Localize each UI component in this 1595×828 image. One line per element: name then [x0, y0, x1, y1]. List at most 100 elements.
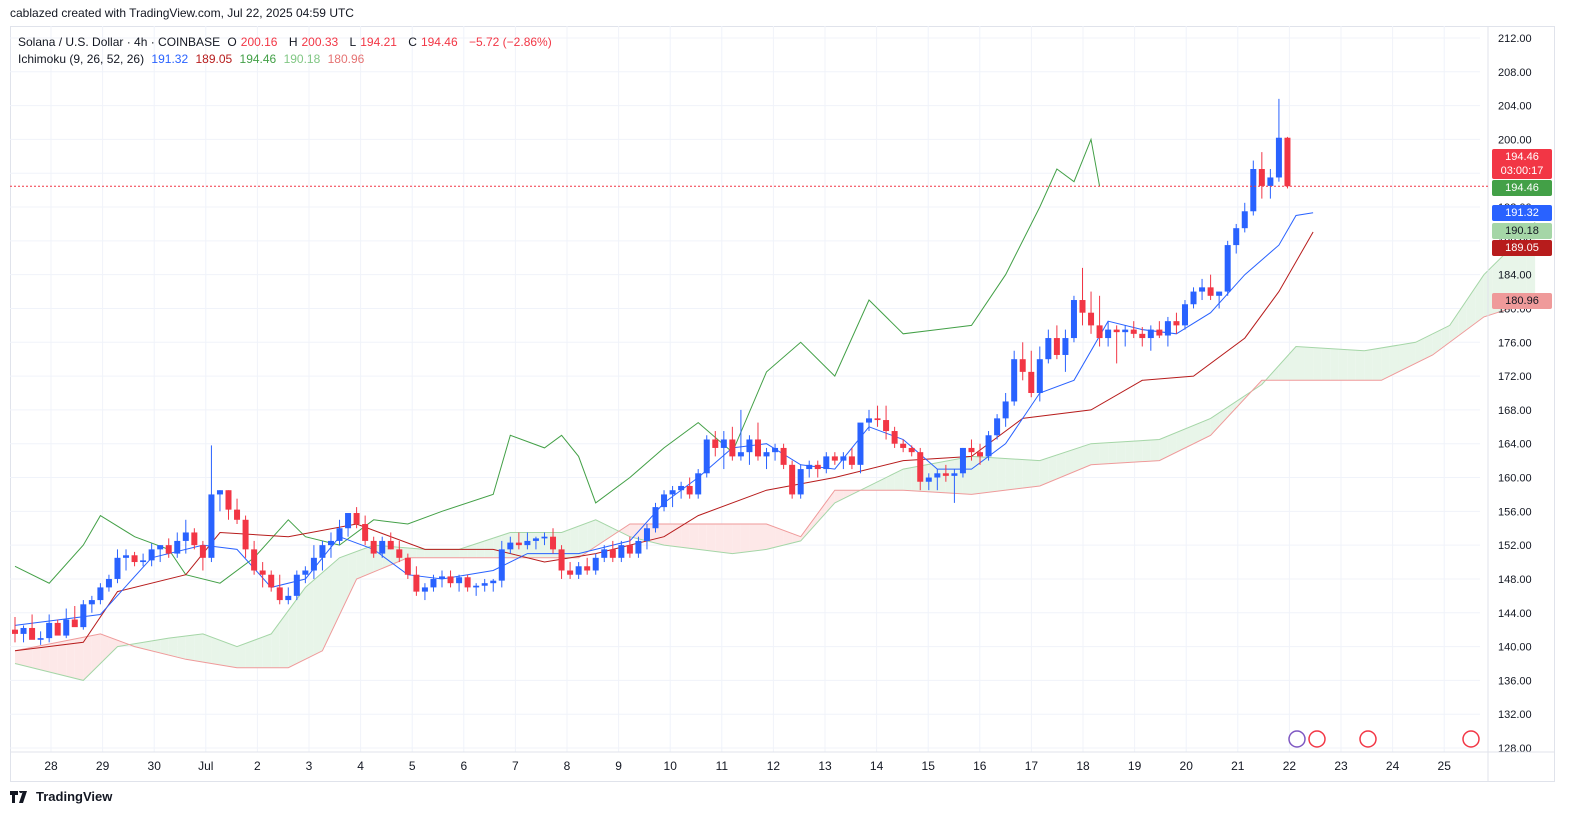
candle-body — [524, 540, 531, 546]
cloud-segment — [40, 644, 50, 672]
cloud-segment — [424, 549, 434, 558]
candle-body — [1139, 333, 1146, 339]
cloud-segment — [1398, 343, 1408, 372]
ohlc-low: L 194.21 — [349, 35, 397, 49]
cloud-segment — [510, 532, 519, 558]
cloud-segment — [1338, 349, 1348, 381]
candle-body — [1002, 401, 1009, 419]
cloud-segment — [416, 548, 425, 558]
cloud-segment — [740, 524, 750, 553]
y-tick-label: 128.00 — [1498, 743, 1532, 755]
candle-body — [88, 600, 95, 605]
cloud-segment — [1296, 346, 1305, 381]
candle-body — [327, 540, 334, 546]
cloud-segment — [775, 527, 784, 548]
x-tick-label: 5 — [409, 759, 416, 773]
cloud-segment — [467, 543, 477, 558]
cloud-segment — [1389, 345, 1399, 377]
candle-body — [473, 585, 480, 588]
event-icon — [1359, 730, 1377, 748]
cloud-segment — [843, 490, 852, 499]
candle-body — [20, 627, 27, 634]
cloud-segment — [1108, 442, 1117, 464]
cloud-segment — [1355, 350, 1365, 381]
candle-body — [550, 536, 557, 550]
candle-body — [456, 577, 463, 584]
candle-body — [1173, 321, 1180, 326]
chart-panel[interactable] — [10, 26, 1555, 782]
cloud-segment — [723, 524, 733, 554]
candle-body — [848, 456, 855, 465]
cloud-segment — [219, 640, 229, 667]
span-b-line — [14, 299, 1536, 669]
x-tick-label: 4 — [357, 759, 364, 773]
cloud-segment — [732, 524, 741, 554]
chart-canvas[interactable]: 128.00 132.00 136.00 140.00 144.00 148.00 152.… — [10, 26, 1555, 782]
cloud-segment — [15, 649, 24, 666]
candle-body — [1164, 321, 1171, 336]
candle-body — [1079, 300, 1086, 313]
candle-body — [29, 627, 36, 640]
candle-body — [883, 420, 890, 432]
cloud-segment — [980, 456, 989, 494]
candle-body — [669, 490, 676, 495]
x-tick-label: 13 — [818, 759, 832, 773]
cloud-segment — [407, 547, 417, 558]
y-tick-label: 208.00 — [1498, 67, 1532, 79]
candle-body — [396, 549, 403, 558]
cloud-segment — [1381, 346, 1390, 381]
candle-body — [729, 439, 736, 457]
cloud-segment — [433, 549, 442, 558]
cloud-segment — [1270, 365, 1279, 381]
candle-body — [80, 604, 87, 628]
cloud-segment — [296, 587, 306, 664]
cloud-segment — [1458, 300, 1467, 336]
candle-body — [12, 629, 18, 634]
candle-body — [234, 509, 241, 520]
cloud-segment — [450, 549, 460, 558]
candle-body — [695, 473, 702, 495]
candle-body — [968, 447, 975, 453]
last-price-tag: 194.46 03:00:17 — [1492, 149, 1552, 179]
cloud-segment — [570, 526, 579, 558]
cloud-segment — [279, 610, 289, 668]
cloud-segment — [826, 490, 835, 513]
candle-body — [746, 439, 753, 453]
candle-body — [977, 452, 984, 457]
candle-body — [216, 490, 223, 495]
candle-body — [1181, 304, 1188, 326]
x-tick-label: 7 — [512, 759, 519, 773]
candle-body — [302, 570, 309, 575]
candle-body — [379, 540, 386, 554]
span-b-tag: 180.96 — [1492, 293, 1552, 309]
cloud-segment — [1347, 349, 1356, 381]
candle-body — [635, 540, 642, 554]
candle-body — [1011, 359, 1018, 402]
cloud-segment — [698, 524, 707, 551]
y-tick-label: 204.00 — [1498, 101, 1532, 113]
candle-body — [917, 452, 924, 482]
cloud-segment — [143, 640, 152, 651]
candle-body — [225, 490, 232, 510]
cloud-segment — [1449, 312, 1459, 343]
y-tick-label: 140.00 — [1498, 642, 1532, 654]
candle-body — [1070, 300, 1077, 339]
candle-body — [1190, 291, 1197, 305]
tradingview-logo[interactable]: TradingView — [10, 789, 112, 804]
candle-body — [310, 557, 317, 571]
cloud-segment — [1278, 356, 1288, 381]
cloud-segment — [894, 469, 904, 491]
candle-body — [199, 545, 206, 558]
candle-body — [661, 494, 668, 508]
cloud-segment — [1193, 421, 1203, 444]
cloud-segment — [1227, 401, 1237, 417]
conversion-line-tag: 191.32 — [1492, 205, 1552, 221]
candle-body — [575, 566, 582, 575]
cloud-segment — [254, 637, 263, 668]
candle-body — [797, 469, 804, 495]
cloud-segment — [160, 638, 169, 656]
x-tick-label: 10 — [664, 759, 678, 773]
y-tick-label: 136.00 — [1498, 675, 1532, 687]
candle-body — [447, 576, 454, 584]
cloud-segment — [1056, 452, 1066, 479]
